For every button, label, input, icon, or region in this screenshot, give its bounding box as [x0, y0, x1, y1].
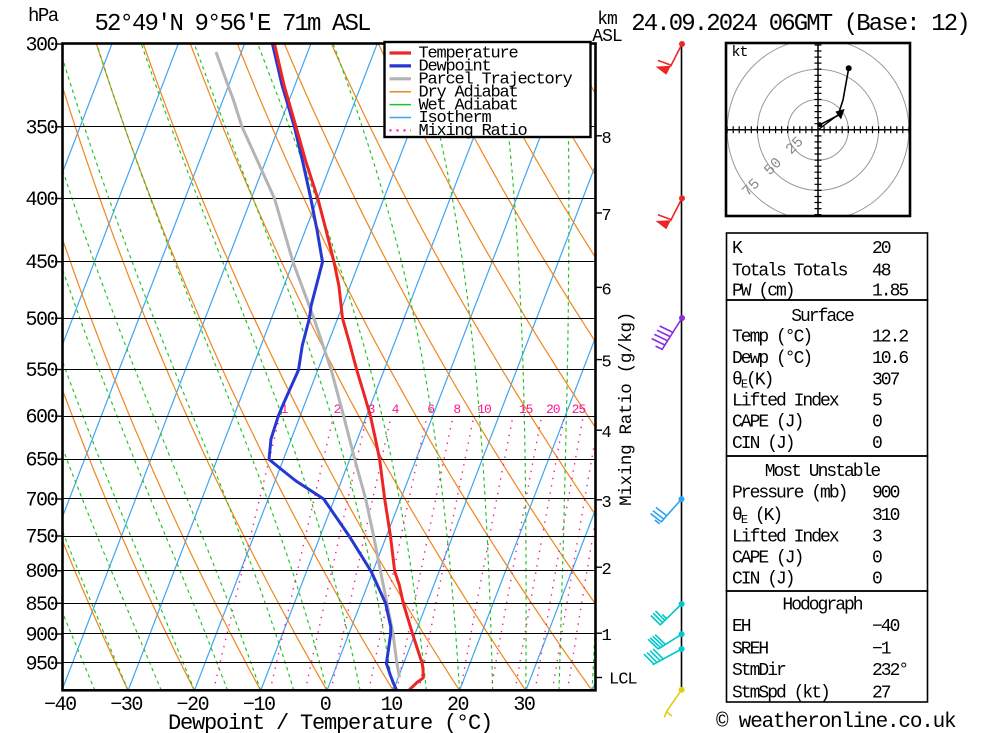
svg-text:750: 750: [25, 527, 57, 550]
svg-text:450: 450: [25, 252, 57, 275]
svg-text:0: 0: [872, 434, 882, 454]
svg-text:StmSpd (kt): StmSpd (kt): [732, 684, 829, 704]
svg-text:Dewpoint: Dewpoint: [419, 58, 491, 77]
svg-text:0: 0: [872, 413, 882, 433]
svg-text:7: 7: [602, 207, 611, 226]
svg-text:Surface: Surface: [791, 307, 854, 327]
svg-text:3: 3: [872, 528, 882, 548]
svg-text:−1: −1: [872, 640, 891, 660]
svg-text:Pressure (mb): Pressure (mb): [732, 484, 846, 504]
svg-text:θE(K): θE(K): [732, 371, 772, 392]
svg-text:6: 6: [602, 281, 612, 300]
svg-text:−40: −40: [872, 617, 900, 637]
svg-text:−30: −30: [110, 694, 142, 717]
svg-text:8: 8: [453, 402, 460, 417]
svg-text:5: 5: [602, 354, 612, 373]
svg-text:PW (cm): PW (cm): [732, 282, 794, 302]
svg-text:900: 900: [872, 484, 900, 504]
svg-text:Dewpoint / Temperature (°C): Dewpoint / Temperature (°C): [168, 711, 492, 733]
svg-text:−10: −10: [243, 694, 275, 717]
svg-text:Dry Adiabat: Dry Adiabat: [419, 83, 518, 102]
svg-text:1.85: 1.85: [872, 282, 908, 302]
svg-text:Parcel Trajectory: Parcel Trajectory: [419, 71, 573, 90]
svg-text:15: 15: [519, 402, 533, 417]
svg-text:Mixing Ratio (g/kg): Mixing Ratio (g/kg): [617, 312, 637, 506]
svg-text:0: 0: [872, 549, 882, 569]
svg-text:232°: 232°: [872, 661, 907, 681]
svg-text:20: 20: [447, 694, 469, 717]
svg-text:CIN (J): CIN (J): [732, 570, 794, 590]
svg-text:hPa: hPa: [28, 5, 59, 27]
svg-text:4: 4: [392, 402, 400, 417]
svg-text:52°49'N 9°56'E 71m ASL: 52°49'N 9°56'E 71m ASL: [94, 11, 370, 38]
svg-text:3: 3: [368, 402, 375, 417]
svg-text:Isotherm: Isotherm: [419, 109, 492, 128]
svg-text:12.2: 12.2: [872, 328, 908, 348]
svg-text:20: 20: [546, 402, 560, 417]
svg-text:30: 30: [513, 694, 535, 717]
svg-text:800: 800: [25, 561, 57, 584]
svg-text:EH: EH: [732, 617, 751, 637]
svg-text:6: 6: [427, 402, 434, 417]
svg-text:θE (K): θE (K): [732, 506, 781, 527]
svg-text:0: 0: [872, 570, 882, 590]
svg-text:LCL: LCL: [609, 671, 637, 690]
svg-text:950: 950: [25, 654, 57, 677]
svg-text:Most Unstable: Most Unstable: [765, 462, 881, 482]
svg-text:© weatheronline.co.uk: © weatheronline.co.uk: [716, 711, 956, 733]
svg-text:1: 1: [602, 627, 612, 646]
svg-text:8: 8: [602, 130, 612, 149]
svg-text:24.09.2024 06GMT (Base: 12): 24.09.2024 06GMT (Base: 12): [631, 11, 969, 38]
svg-text:20: 20: [872, 239, 891, 259]
svg-text:Totals Totals: Totals Totals: [732, 262, 848, 282]
svg-text:CAPE (J): CAPE (J): [732, 413, 802, 433]
svg-text:2: 2: [602, 561, 611, 580]
svg-text:650: 650: [25, 450, 57, 473]
svg-text:Hodograph: Hodograph: [782, 596, 862, 616]
svg-text:700: 700: [25, 490, 57, 513]
svg-text:kt: kt: [732, 44, 748, 61]
svg-text:−40: −40: [44, 694, 76, 717]
svg-text:Wet Adiabat: Wet Adiabat: [419, 96, 518, 115]
svg-text:10: 10: [381, 694, 403, 717]
svg-text:550: 550: [25, 360, 57, 383]
svg-text:310: 310: [872, 506, 900, 526]
svg-text:Mixing Ratio: Mixing Ratio: [419, 122, 528, 141]
svg-text:−20: −20: [177, 694, 209, 717]
svg-text:350: 350: [25, 117, 57, 140]
svg-text:SREH: SREH: [732, 640, 768, 660]
svg-text:600: 600: [25, 407, 57, 430]
svg-text:Temp (°C): Temp (°C): [732, 328, 811, 348]
svg-text:400: 400: [25, 189, 57, 212]
svg-text:km: km: [597, 10, 617, 30]
svg-text:5: 5: [872, 392, 882, 412]
svg-text:27: 27: [872, 684, 891, 704]
svg-text:3: 3: [602, 494, 612, 513]
svg-text:Temperature: Temperature: [419, 45, 519, 64]
svg-text:CIN (J): CIN (J): [732, 434, 794, 454]
svg-text:Dewp (°C): Dewp (°C): [732, 349, 811, 369]
svg-text:StmDir: StmDir: [732, 661, 786, 681]
svg-text:CAPE (J): CAPE (J): [732, 549, 802, 569]
svg-text:0: 0: [320, 694, 331, 717]
svg-text:900: 900: [25, 625, 57, 648]
svg-text:1: 1: [281, 402, 289, 417]
svg-text:Lifted Index: Lifted Index: [732, 392, 839, 412]
svg-text:850: 850: [25, 594, 57, 617]
svg-text:307: 307: [872, 371, 900, 391]
svg-text:300: 300: [25, 35, 57, 58]
svg-text:10: 10: [477, 402, 491, 417]
svg-text:10.6: 10.6: [872, 349, 908, 369]
svg-text:25: 25: [572, 402, 586, 417]
svg-text:500: 500: [25, 309, 57, 332]
svg-text:4: 4: [602, 424, 612, 443]
svg-text:ASL: ASL: [592, 27, 622, 47]
svg-text:Lifted Index: Lifted Index: [732, 528, 839, 548]
svg-text:2: 2: [334, 402, 341, 417]
svg-text:48: 48: [872, 262, 891, 282]
